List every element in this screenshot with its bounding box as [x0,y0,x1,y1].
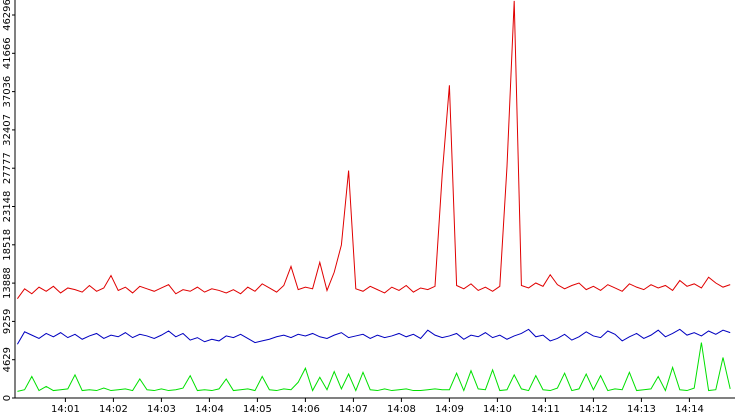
x-tick-label: 14:12 [579,404,608,415]
x-tick-label: 14:06 [291,404,320,415]
x-tick-label: 14:05 [243,404,272,415]
y-tick-label: 9259 [2,309,13,334]
series-line [17,342,731,392]
x-tick-label: 14:09 [435,404,464,415]
x-tick-label: 14:03 [147,404,176,415]
y-tick-label: 13888 [2,267,13,299]
y-tick-label: 32407 [2,114,13,146]
x-tick-label: 14:11 [531,404,560,415]
y-tick-label: 37036 [2,76,13,108]
series-line [16,0,731,300]
y-tick-label: 4629 [2,347,13,372]
x-tick-label: 14:04 [195,404,224,415]
x-tick-label: 14:10 [483,404,512,415]
y-tick-label: 41666 [2,37,13,69]
x-tick-label: 14:07 [339,404,368,415]
series-line [16,328,731,345]
y-tick-label: 23148 [2,191,13,223]
y-tick-label: 46296 [2,0,13,31]
y-tick-label: 0 [2,395,13,401]
x-tick-label: 14:14 [675,404,704,415]
x-tick-label: 14:13 [627,404,656,415]
x-tick-label: 14:02 [99,404,128,415]
x-tick-label: 14:01 [51,404,80,415]
x-tick-label: 14:08 [387,404,416,415]
y-tick-label: 18518 [2,229,13,261]
y-tick-label: 27777 [2,152,13,184]
